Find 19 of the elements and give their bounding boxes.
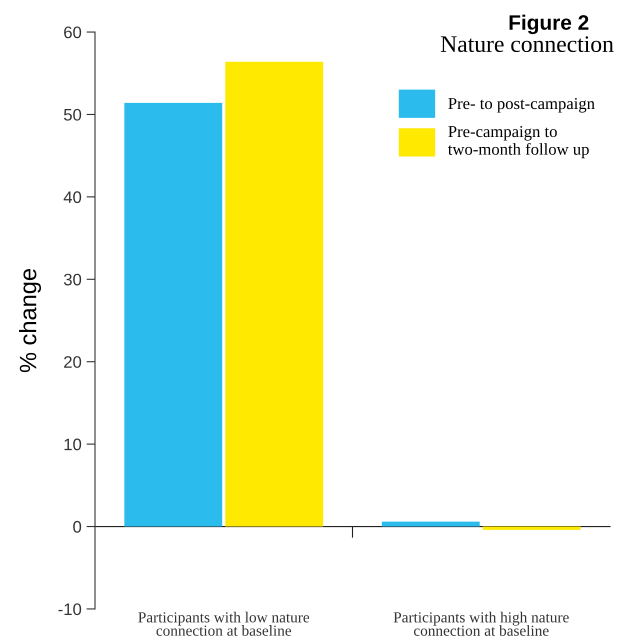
bar (124, 102, 222, 527)
y-tick-label: 10 (64, 438, 82, 450)
y-tick-label: 0 (73, 520, 82, 533)
bar (382, 522, 480, 527)
y-tick-label: 60 (64, 26, 82, 38)
bar (225, 62, 324, 527)
bar (482, 526, 581, 530)
y-tick-label: 50 (64, 108, 82, 121)
y-tick-label: -10 (58, 603, 82, 616)
x-tick-label: Participants with high nature connection at baseline (394, 612, 569, 636)
x-tick-label: Participants with low nature connection at baseline (138, 612, 310, 636)
y-tick-label: 30 (64, 274, 82, 286)
chart-title: Figure 2 (510, 14, 588, 34)
y-tick-label: 20 (64, 356, 82, 368)
legend-label: Pre-campaign to two-month follow up (448, 126, 589, 158)
legend-label: Pre- to post-campaign (448, 98, 595, 113)
y-tick-label: 40 (64, 191, 82, 204)
chart-subtitle: Nature connection (440, 36, 614, 52)
y-axis-title: % change (19, 269, 42, 372)
